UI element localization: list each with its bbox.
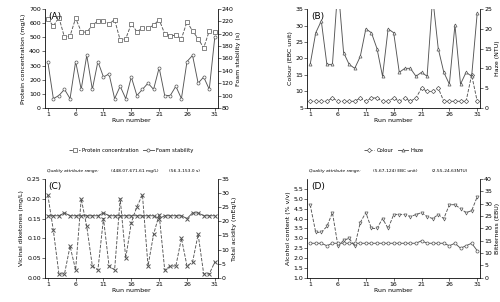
Y-axis label: Bitterness (EBU): Bitterness (EBU) xyxy=(495,203,500,254)
Text: Quality attribute range:: Quality attribute range: xyxy=(309,169,361,173)
Y-axis label: Vicinal diketones (mg/L): Vicinal diketones (mg/L) xyxy=(20,191,24,266)
Text: (56.3-153.0 s): (56.3-153.0 s) xyxy=(170,169,200,173)
X-axis label: Run number: Run number xyxy=(374,288,413,294)
Text: (D): (D) xyxy=(311,182,324,191)
Legend: Colour, Haze: Colour, Haze xyxy=(362,146,426,155)
Text: (C): (C) xyxy=(48,182,62,191)
Y-axis label: Foam stability (s): Foam stability (s) xyxy=(236,31,242,86)
Y-axis label: Haze (NTU): Haze (NTU) xyxy=(495,41,500,76)
Y-axis label: Protein concentration (mg/L): Protein concentration (mg/L) xyxy=(22,13,26,104)
Y-axis label: Total acidity (mEq/L): Total acidity (mEq/L) xyxy=(232,196,237,261)
X-axis label: Run number: Run number xyxy=(112,118,150,124)
Y-axis label: Colour (EBC unit): Colour (EBC unit) xyxy=(288,31,292,85)
Text: (2.55-24.63NTU): (2.55-24.63NTU) xyxy=(432,169,468,173)
X-axis label: Run number: Run number xyxy=(374,118,413,124)
Text: (5.67-124) EBC unit): (5.67-124) EBC unit) xyxy=(373,169,418,173)
Y-axis label: Alcohol content (% v/v): Alcohol content (% v/v) xyxy=(286,192,290,265)
Text: (B): (B) xyxy=(311,12,324,21)
X-axis label: Run number: Run number xyxy=(112,288,150,294)
Legend: Protein concentration, Foam stability: Protein concentration, Foam stability xyxy=(68,146,196,155)
Text: Quality attribute range:: Quality attribute range: xyxy=(46,169,98,173)
Text: (A): (A) xyxy=(48,12,62,21)
Text: (448.07-671.61 mg/L): (448.07-671.61 mg/L) xyxy=(110,169,158,173)
